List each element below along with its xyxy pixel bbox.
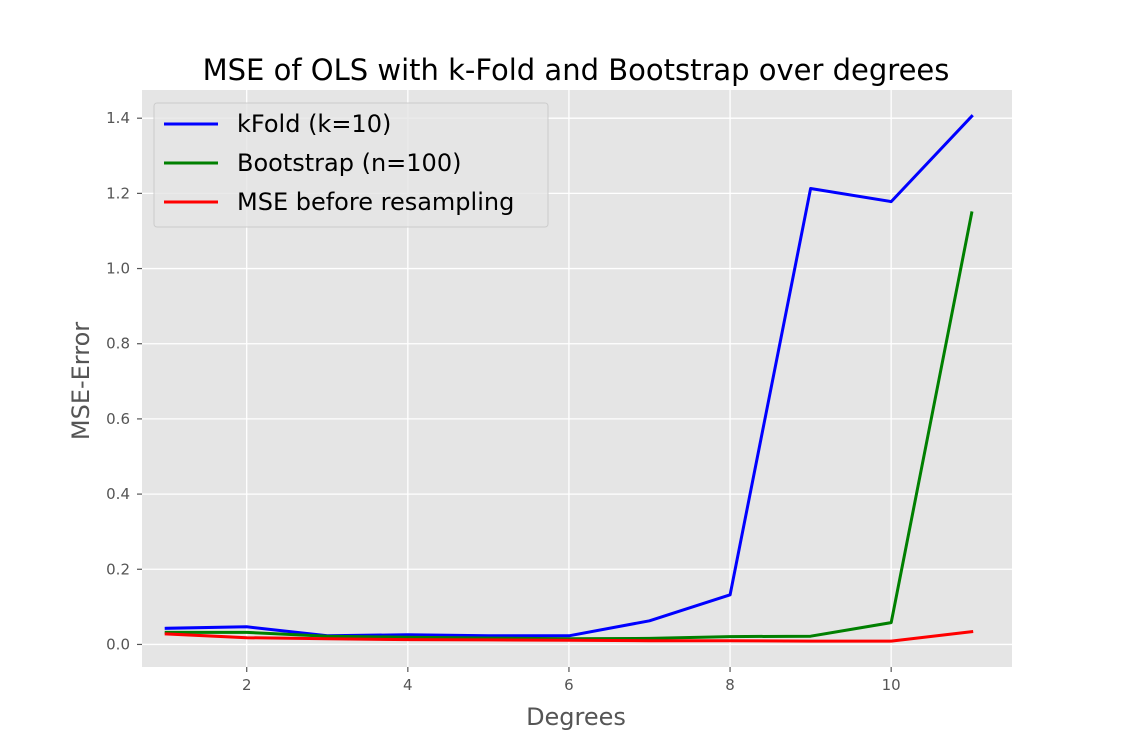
y-tick-label: 1.4 — [106, 109, 130, 127]
y-tick-label: 1.0 — [106, 260, 130, 278]
y-tick-label: 0.0 — [106, 635, 130, 653]
legend-label: Bootstrap (n=100) — [237, 149, 461, 177]
x-tick-label: 10 — [882, 676, 901, 694]
series-line-1 — [164, 114, 974, 638]
legend: kFold (k=10) Bootstrap (n=100) MSE before … — [153, 102, 549, 228]
legend-label: kFold (k=10) — [237, 110, 391, 138]
chart-title: MSE of OLS with k-Fold and Bootstrap ove… — [203, 53, 950, 87]
y-tick-label: 1.2 — [106, 184, 130, 202]
y-axis-label: MSE-Error — [67, 322, 95, 440]
x-tick-label: 6 — [564, 676, 574, 694]
series-line-3 — [164, 630, 974, 643]
y-tick-label: 0.2 — [106, 560, 130, 578]
y-tick-label: 0.6 — [106, 410, 130, 428]
grid — [142, 90, 1012, 667]
legend-label: MSE before resampling — [237, 188, 514, 216]
x-tick-label: 4 — [403, 676, 413, 694]
x-axis-label: Degrees — [526, 703, 626, 731]
x-tick-label: 8 — [725, 676, 735, 694]
y-tick-label: 0.8 — [106, 335, 130, 353]
y-tick-label: 0.4 — [106, 485, 130, 503]
legend-box — [153, 102, 549, 228]
x-tick-label: 2 — [242, 676, 252, 694]
